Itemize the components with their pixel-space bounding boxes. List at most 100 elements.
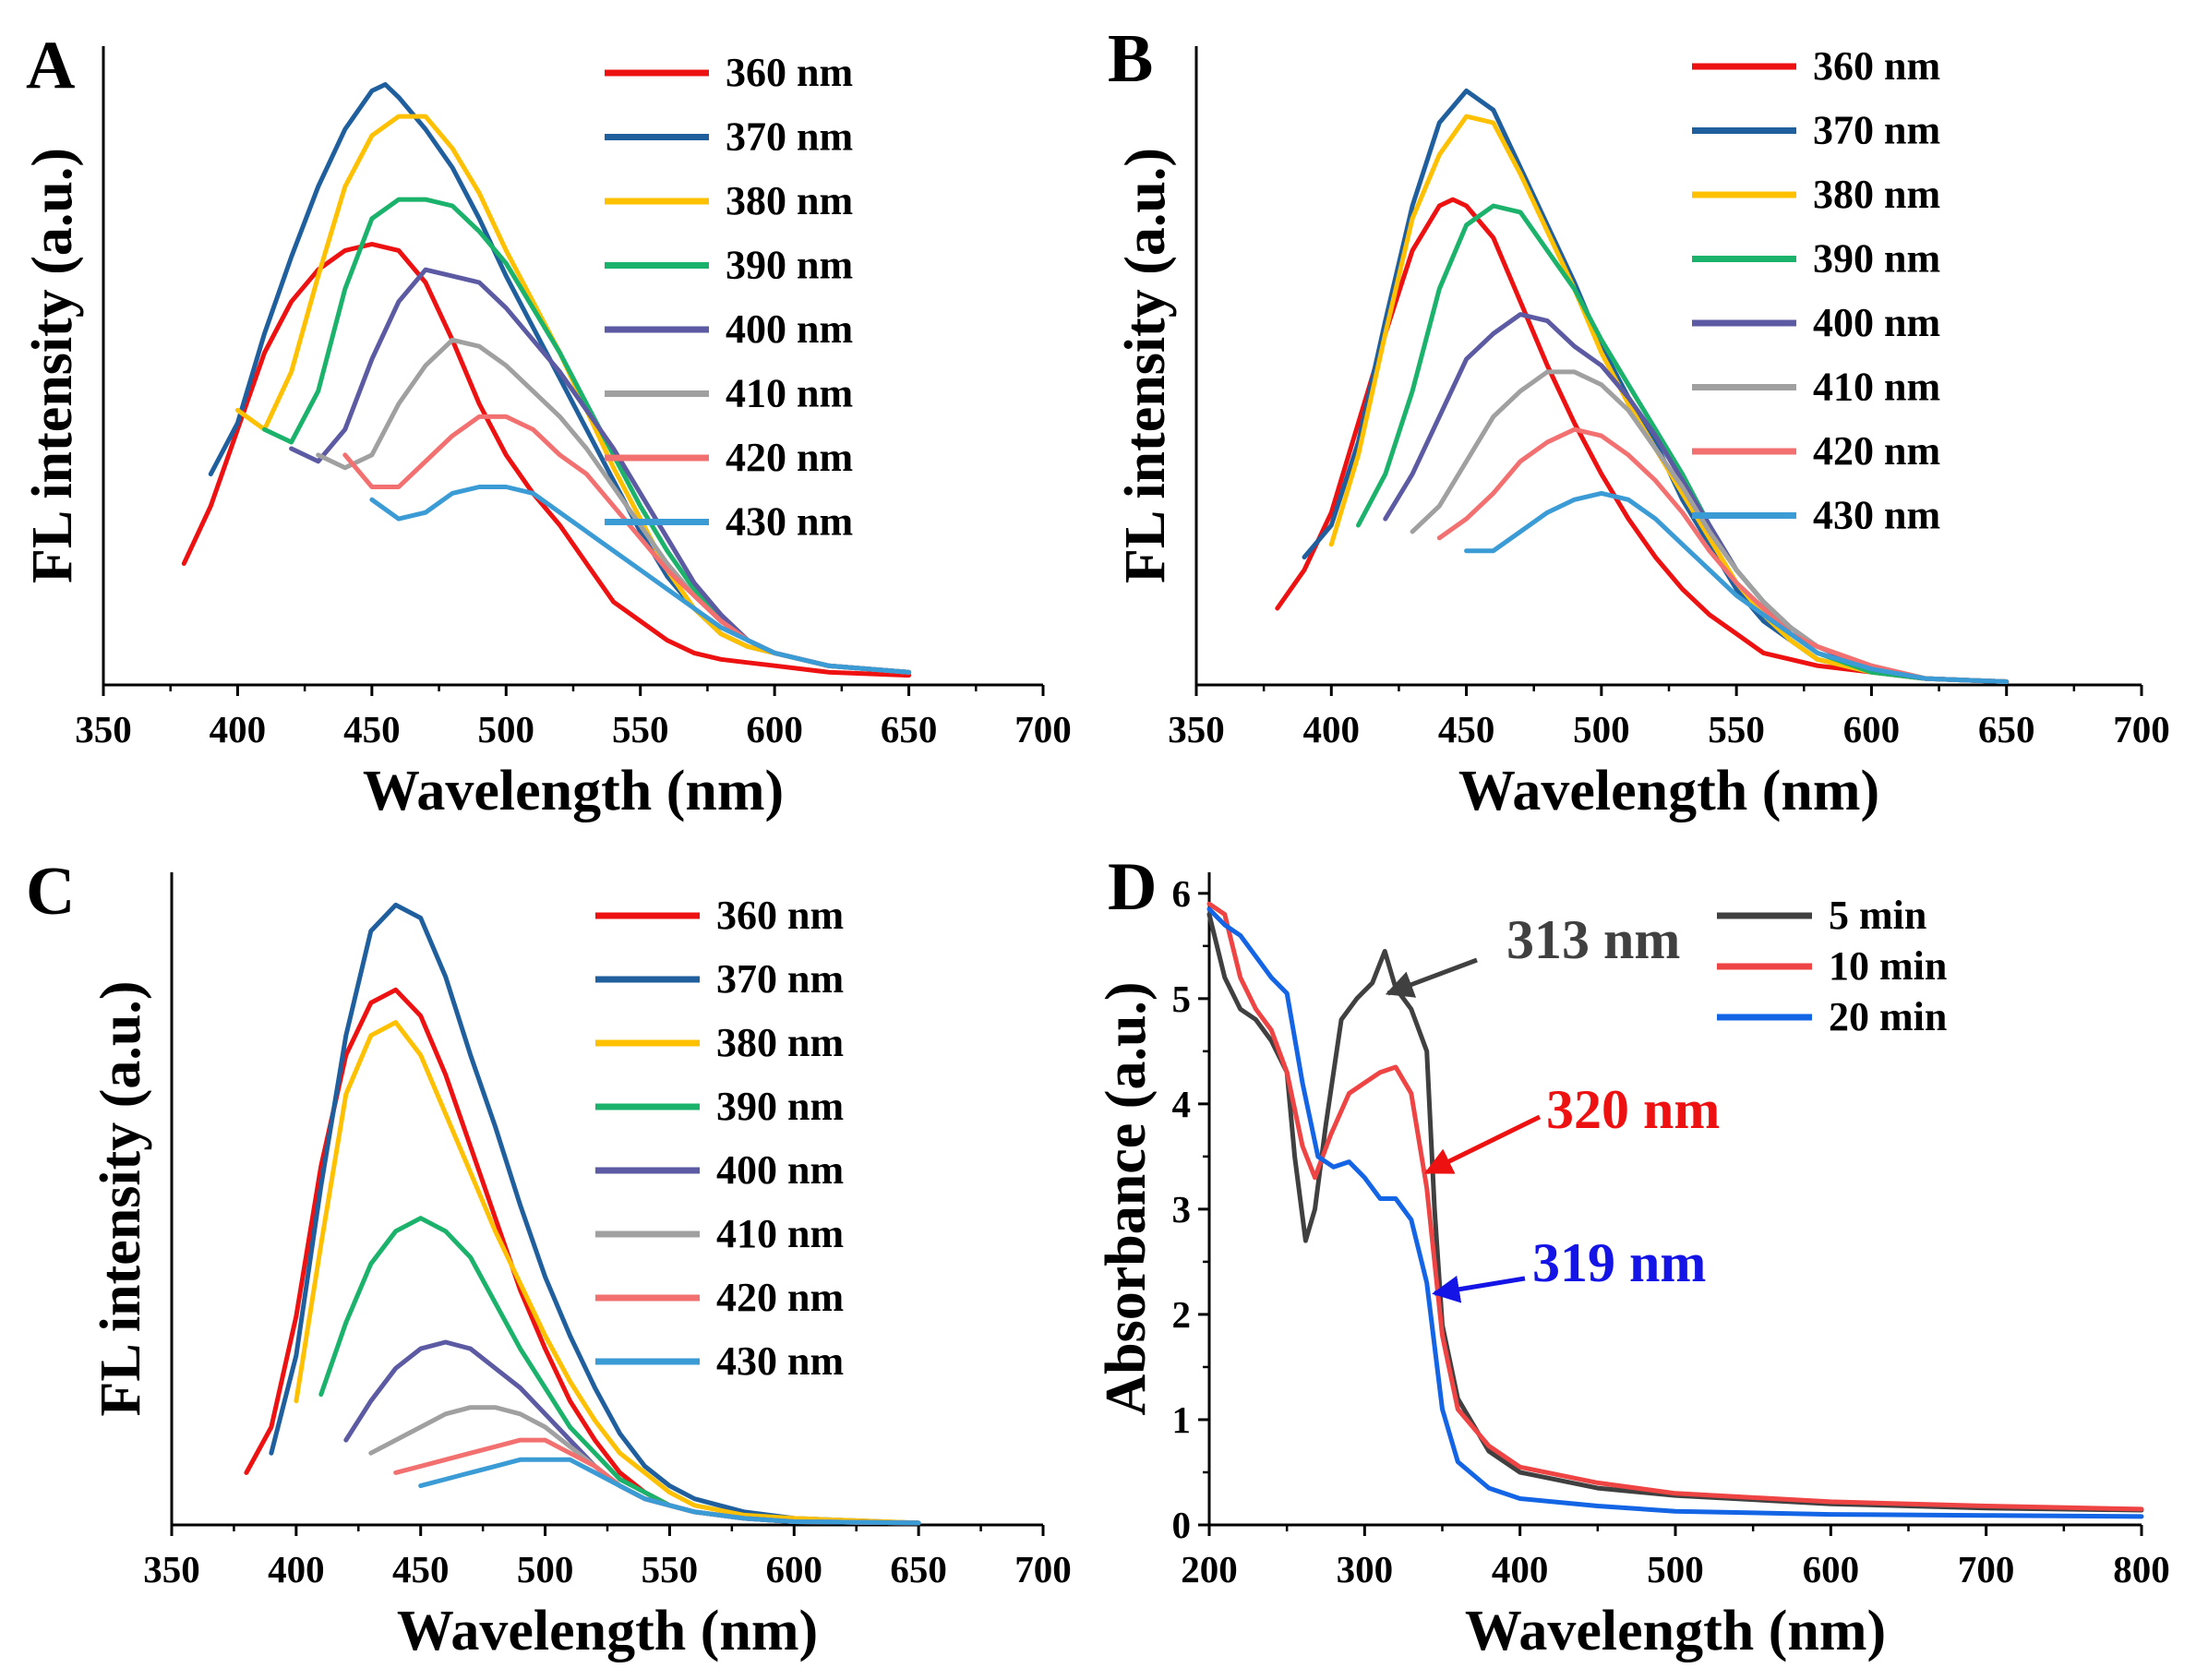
panel-c: 350 400 450 500 550 600 650 700 Wavelength (nm) F…	[26, 854, 1072, 1662]
x-tick-label: 500	[1573, 708, 1630, 750]
x-tick-label: 400	[1303, 708, 1361, 750]
legend-label: 390 nm	[716, 1084, 844, 1129]
legend-label: 370 nm	[726, 114, 853, 160]
y-tick-label: 1	[1172, 1398, 1192, 1441]
x-tick-label: 500	[478, 708, 535, 750]
x-axis-title: Wavelength (nm)	[1458, 760, 1879, 822]
x-axis-title: Wavelength (nm)	[1465, 1600, 1886, 1662]
legend-label: 420 nm	[716, 1275, 844, 1320]
legend-label: 370 nm	[1813, 108, 1940, 153]
panel-b: 350 400 450 500 550 600 650 700 Wavelength (nm) F…	[1108, 21, 2170, 822]
legend-label: 420 nm	[1813, 428, 1940, 474]
legend-label: 390 nm	[726, 243, 853, 288]
x-tick-label: 450	[343, 708, 401, 750]
x-tick-label: 600	[766, 1548, 823, 1590]
x-tick-label: 400	[1492, 1548, 1549, 1590]
legend-label: 380 nm	[1813, 172, 1940, 217]
annotation-label: 320 nm	[1546, 1079, 1720, 1140]
y-axis-title: FL intensity (a.u.)	[21, 148, 84, 583]
x-tick-label: 450	[392, 1548, 450, 1590]
legend-label: 410 nm	[716, 1211, 844, 1256]
legend-label: 430 nm	[716, 1338, 844, 1384]
y-axis-title: FL intensity (a.u.)	[90, 981, 152, 1417]
y-tick-label: 3	[1172, 1188, 1192, 1230]
annotation-label: 313 nm	[1506, 909, 1680, 970]
annotation-arrow	[1432, 1275, 1526, 1303]
panel-letter: D	[1108, 849, 1157, 925]
y-axis-title: FL intensity (a.u.)	[1114, 148, 1177, 583]
legend-label: 5 min	[1829, 893, 1926, 938]
x-tick-label: 700	[2113, 708, 2170, 750]
panel-letter: A	[26, 28, 75, 103]
x-tick-label: 650	[881, 708, 938, 750]
x-tick-label: 550	[1708, 708, 1765, 750]
x-tick-label: 600	[746, 708, 803, 750]
legend: 360 nm 370 nm 380 nm 390 nm 400 nm 410 nm 420 …	[605, 50, 853, 545]
legend-label: 360 nm	[1813, 43, 1940, 89]
legend-label: 360 nm	[716, 893, 844, 938]
legend-label: 430 nm	[1813, 493, 1940, 538]
annotation-label: 319 nm	[1532, 1232, 1706, 1293]
panel-letter: B	[1108, 21, 1153, 97]
legend: 360 nm 370 nm 380 nm 390 nm 400 nm 410 nm 420 …	[595, 893, 844, 1384]
x-tick-label: 700	[1014, 1548, 1072, 1590]
y-tick-label: 4	[1172, 1083, 1192, 1125]
x-axis-title: Wavelength (nm)	[363, 760, 784, 822]
annotation-arrow	[1385, 957, 1478, 998]
legend-label: 420 nm	[726, 435, 853, 480]
x-tick-label: 350	[75, 708, 132, 750]
series-line-20-min	[1206, 906, 2144, 1519]
x-tick-label: 350	[143, 1548, 200, 1590]
x-tick-label: 350	[1168, 708, 1225, 750]
x-tick-label: 700	[1958, 1548, 2015, 1590]
series-line-5-min	[1206, 912, 2144, 1513]
series-line-430-nm	[1464, 490, 2010, 684]
series-line-430-nm	[369, 485, 912, 675]
x-tick-label: 600	[1803, 1548, 1860, 1590]
legend: 5 min 10 min 20 min	[1717, 893, 1947, 1039]
legend: 360 nm 370 nm 380 nm 390 nm 400 nm 410 nm 420 …	[1692, 43, 1940, 538]
legend-label: 410 nm	[1813, 365, 1940, 410]
y-tick-label: 2	[1172, 1293, 1192, 1336]
legend-label: 400 nm	[726, 306, 853, 352]
legend-label: 360 nm	[726, 50, 853, 95]
x-tick-label: 500	[1647, 1548, 1704, 1590]
legend-label: 380 nm	[716, 1020, 844, 1065]
x-tick-label: 700	[1014, 708, 1072, 750]
panel-d: 200 300 400 500 600 700 800 0 1 2 3 4 5 6 Wavelength (…	[1095, 849, 2170, 1662]
x-tick-label: 550	[642, 1548, 699, 1590]
annotation-arrow	[1423, 1114, 1542, 1175]
legend-label: 410 nm	[726, 371, 853, 416]
series-line-370-nm	[269, 902, 921, 1526]
x-tick-label: 400	[210, 708, 267, 750]
y-tick-label: 6	[1172, 872, 1192, 915]
legend-label: 400 nm	[1813, 300, 1940, 345]
legend-label: 370 nm	[716, 956, 844, 1002]
series-line-420-nm	[1436, 426, 2010, 684]
x-tick-label: 450	[1438, 708, 1495, 750]
series-line-10-min	[1206, 901, 2144, 1512]
x-tick-label: 400	[268, 1548, 325, 1590]
panel-letter: C	[26, 854, 75, 930]
legend-label: 10 min	[1829, 943, 1947, 989]
legend-label: 400 nm	[716, 1147, 844, 1193]
x-tick-label: 800	[2113, 1548, 2170, 1590]
legend-label: 380 nm	[726, 178, 853, 223]
x-tick-label: 600	[1843, 708, 1901, 750]
x-tick-label: 300	[1337, 1548, 1394, 1590]
series-line-430-nm	[418, 1457, 921, 1526]
panel-a: 350 400 450 500 550 600 650 700 Wavelength (nm) F…	[21, 28, 1072, 822]
y-tick-label: 5	[1172, 978, 1192, 1020]
x-tick-label: 200	[1181, 1548, 1238, 1590]
x-tick-label: 500	[517, 1548, 574, 1590]
x-tick-label: 650	[890, 1548, 947, 1590]
series-line-380-nm	[294, 1020, 921, 1526]
legend-label: 20 min	[1829, 994, 1947, 1039]
legend-label: 390 nm	[1813, 236, 1940, 282]
series-line-360-nm	[181, 242, 912, 678]
series-line-380-nm	[234, 114, 912, 675]
y-tick-label: 0	[1172, 1504, 1192, 1546]
x-tick-label: 650	[1978, 708, 2035, 750]
x-axis-title: Wavelength (nm)	[397, 1600, 818, 1662]
